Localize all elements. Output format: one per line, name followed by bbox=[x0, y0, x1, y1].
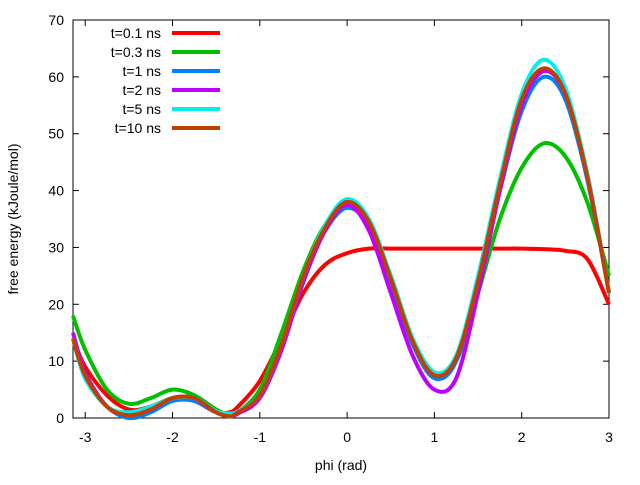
legend-label: t=5 ns bbox=[122, 101, 161, 117]
x-tick-label: -1 bbox=[254, 429, 267, 445]
x-tick-label: 0 bbox=[343, 429, 351, 445]
series-line-5 bbox=[71, 66, 611, 419]
y-tick-label: 0 bbox=[56, 410, 64, 426]
y-tick-label: 60 bbox=[48, 69, 64, 85]
x-tick-label: -3 bbox=[79, 429, 92, 445]
y-tick-label: 10 bbox=[48, 353, 64, 369]
y-tick-label: 20 bbox=[48, 296, 64, 312]
y-axis-label: free energy (kJoule/mol) bbox=[5, 144, 21, 295]
x-tick-label: 3 bbox=[605, 429, 613, 445]
x-tick-label: -2 bbox=[166, 429, 179, 445]
y-tick-label: 70 bbox=[48, 12, 64, 28]
x-tick-label: 2 bbox=[518, 429, 526, 445]
legend-label: t=0.3 ns bbox=[111, 44, 161, 60]
legend-label: t=1 ns bbox=[122, 63, 161, 79]
legend-label: t=2 ns bbox=[122, 82, 161, 98]
y-tick-label: 50 bbox=[48, 126, 64, 142]
x-tick-label: 1 bbox=[431, 429, 439, 445]
legend-label: t=10 ns bbox=[115, 120, 161, 136]
legend: t=0.1 ns t=0.3 ns t=1 ns t=2 ns t=5 ns t=10 n… bbox=[111, 25, 220, 136]
legend-label: t=0.1 ns bbox=[111, 25, 161, 41]
x-axis-label: phi (rad) bbox=[315, 457, 367, 473]
y-tick-label: 30 bbox=[48, 239, 64, 255]
series-line-0 bbox=[71, 246, 611, 416]
series-lines bbox=[71, 57, 611, 421]
series-line-1 bbox=[71, 141, 611, 418]
plot-frame bbox=[72, 19, 610, 419]
y-tick-label: 40 bbox=[48, 183, 64, 199]
